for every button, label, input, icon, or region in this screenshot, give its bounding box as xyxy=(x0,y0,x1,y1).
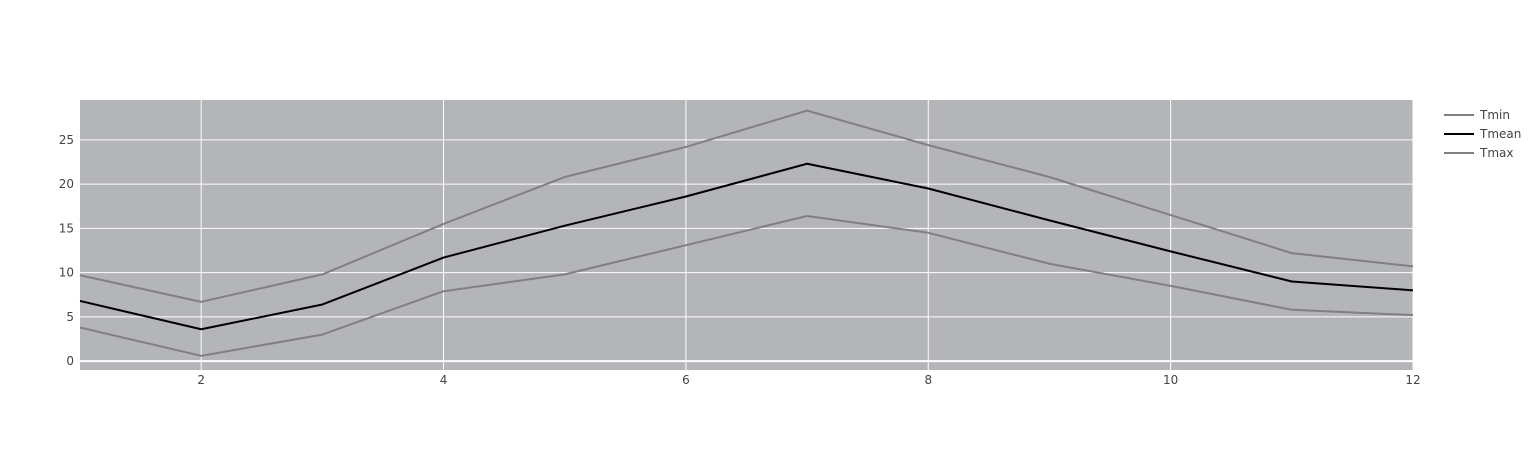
x-tick-label: 6 xyxy=(682,373,690,387)
x-tick-label: 4 xyxy=(440,373,448,387)
x-tick-label: 12 xyxy=(1405,373,1420,387)
legend-label: Tmax xyxy=(1479,146,1513,160)
legend-item-tmean[interactable]: Tmean xyxy=(1444,127,1521,141)
x-tick-label: 10 xyxy=(1163,373,1178,387)
y-tick-label: 0 xyxy=(66,354,74,368)
series-line-tmean xyxy=(79,162,1414,331)
legend-item-tmin[interactable]: Tmin xyxy=(1444,108,1510,122)
series-line-tmin xyxy=(79,214,1414,357)
series-line-tmax xyxy=(79,109,1414,303)
legend-label: Tmin xyxy=(1479,108,1510,122)
series-lines xyxy=(79,109,1414,357)
y-axis-ticks: 0 5 10 15 20 25 xyxy=(59,133,74,368)
plot-area xyxy=(80,100,1413,370)
x-tick-label: 8 xyxy=(924,373,932,387)
legend[interactable]: Tmin Tmean Tmax xyxy=(1444,108,1521,160)
y-tick-label: 20 xyxy=(59,177,74,191)
grid-lines xyxy=(80,100,1414,370)
x-axis-ticks: 2 4 6 8 10 12 xyxy=(197,373,1420,387)
y-tick-label: 15 xyxy=(59,221,74,235)
legend-label: Tmean xyxy=(1479,127,1521,141)
y-tick-label: 10 xyxy=(59,266,74,280)
y-tick-label: 5 xyxy=(66,310,74,324)
x-tick-label: 2 xyxy=(197,373,205,387)
legend-item-tmax[interactable]: Tmax xyxy=(1444,146,1513,160)
y-tick-label: 25 xyxy=(59,133,74,147)
